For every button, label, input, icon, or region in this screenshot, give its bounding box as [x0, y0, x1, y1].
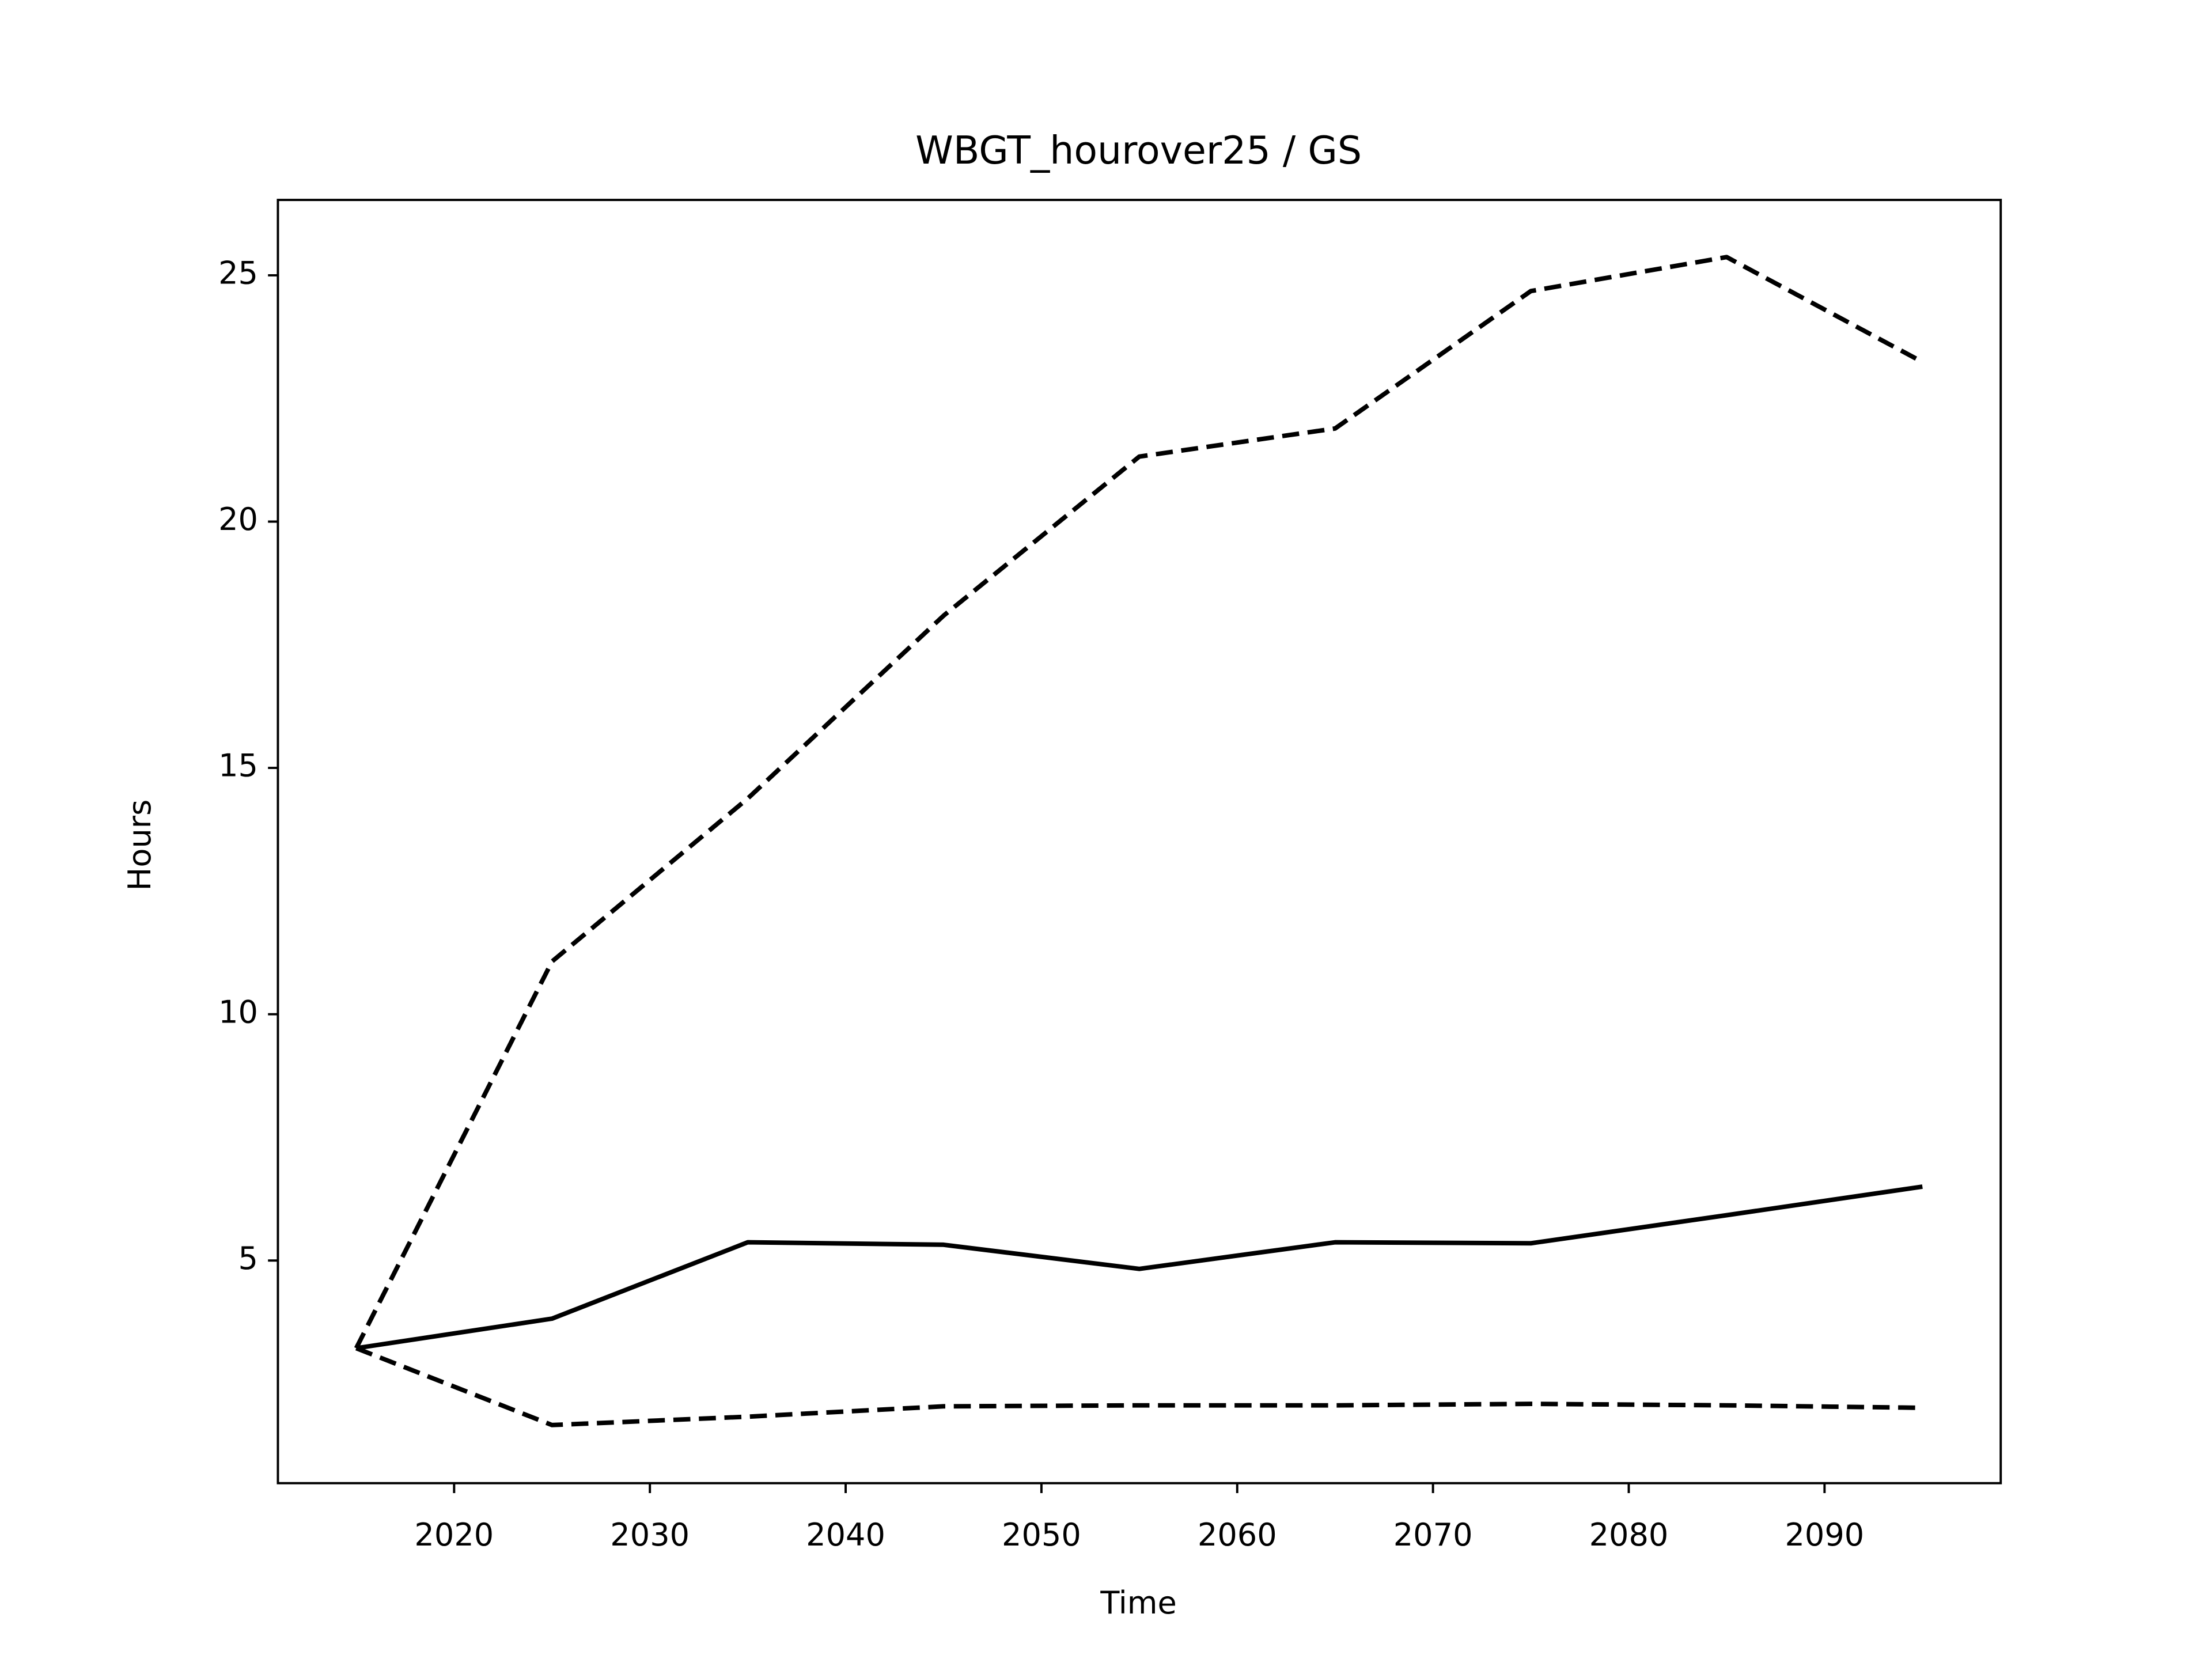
x-tick-label: 2040 — [806, 1517, 885, 1553]
chart-title: WBGT_hourover25 / GS — [915, 128, 1362, 173]
data-line — [355, 1184, 1923, 1351]
y-tick-label: 20 — [218, 501, 258, 537]
x-tick-label: 2030 — [610, 1517, 690, 1553]
x-tick-label: 2050 — [1002, 1517, 1081, 1553]
data-line — [355, 1346, 1923, 1427]
y-tick-label: 10 — [218, 994, 258, 1030]
plot-frame — [276, 199, 2002, 1484]
x-tick-label: 2060 — [1198, 1517, 1277, 1553]
x-axis-label: Time — [1100, 1585, 1177, 1621]
x-tick-label: 2090 — [1785, 1517, 1864, 1553]
y-axis-label: Hours — [122, 800, 158, 891]
y-tick-label: 25 — [218, 255, 258, 291]
y-tick-label: 5 — [238, 1240, 258, 1277]
x-tick-label: 2020 — [414, 1517, 494, 1553]
data-line — [354, 255, 1924, 1350]
y-tick-label: 15 — [218, 748, 258, 784]
x-tick-label: 2080 — [1589, 1517, 1669, 1553]
x-tick-label: 2070 — [1393, 1517, 1473, 1553]
